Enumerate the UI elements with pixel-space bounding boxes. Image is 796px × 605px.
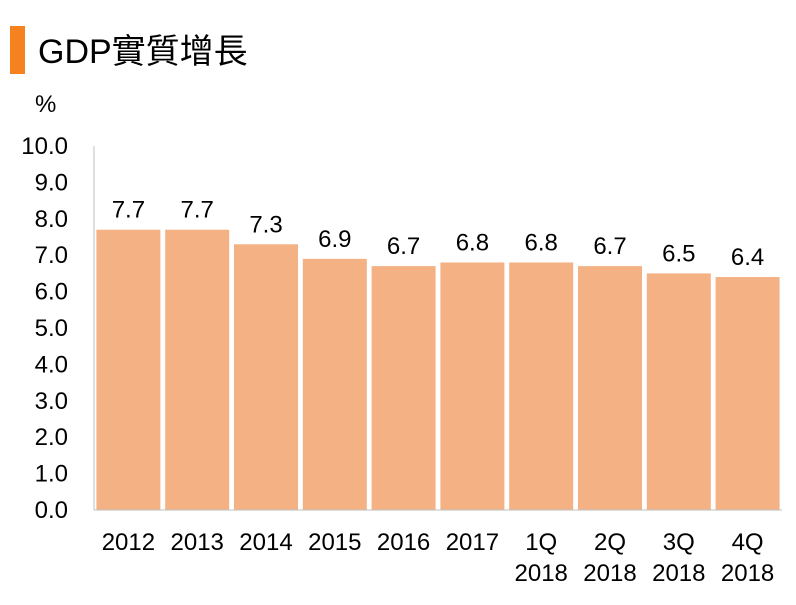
- chart-title: GDP實質增長: [38, 33, 248, 71]
- bar-series: [96, 229, 780, 510]
- y-tick-label: 8.0: [35, 206, 68, 233]
- y-tick-label: 9.0: [35, 169, 68, 196]
- y-tick-label: 0.0: [35, 497, 68, 524]
- bar-value-label: 6.5: [662, 240, 695, 267]
- y-tick-label: 10.0: [21, 133, 68, 160]
- x-category-label: 2012: [102, 529, 155, 556]
- x-category-label: 2017: [446, 529, 499, 556]
- x-category-label: 2014: [239, 529, 292, 556]
- x-category-label: 2018: [583, 560, 636, 587]
- x-category-label: 2Q: [594, 529, 626, 556]
- bar-value-label: 7.7: [112, 197, 145, 224]
- bar-value-label: 6.9: [318, 226, 351, 253]
- x-category-label: 2015: [308, 529, 361, 556]
- bar: [234, 244, 298, 510]
- bar: [509, 262, 574, 510]
- bar: [96, 229, 161, 510]
- bar: [440, 262, 505, 510]
- x-category-label: 4Q: [732, 529, 764, 556]
- y-tick-label: 3.0: [35, 388, 68, 415]
- bar: [578, 266, 642, 510]
- y-axis-unit-label: %: [35, 91, 56, 118]
- x-category-label: 2013: [171, 529, 224, 556]
- bar: [371, 266, 436, 510]
- y-axis-ticks: 0.0 1.0 2.0 3.0 4.0 5.0 6.0 7.0 8.0 9.0 10.0: [21, 133, 68, 524]
- bar: [302, 258, 367, 510]
- y-tick-label: 7.0: [35, 242, 68, 269]
- y-tick-label: 4.0: [35, 351, 68, 378]
- bar-value-label: 6.4: [731, 244, 764, 271]
- y-tick-label: 2.0: [35, 424, 68, 451]
- bar-value-label: 6.8: [456, 229, 489, 256]
- bar-value-label: 6.7: [593, 233, 626, 260]
- x-category-label: 3Q: [663, 529, 695, 556]
- y-tick-label: 1.0: [35, 461, 68, 488]
- title-accent-bar: [10, 26, 25, 74]
- data-labels: 7.7 7.7 7.3 6.9 6.7 6.8 6.8 6.7 6.5 6.4: [112, 197, 765, 271]
- bar: [715, 277, 780, 510]
- bar-value-label: 6.7: [387, 233, 420, 260]
- bar-value-label: 6.8: [525, 229, 558, 256]
- bar: [165, 229, 230, 510]
- x-category-label: 2018: [515, 560, 568, 587]
- y-tick-label: 5.0: [35, 315, 68, 342]
- x-axis-category-labels: 2012 2013 2014 2015 2016 2017 1Q 2018 2Q 2018 3Q 20…: [102, 529, 775, 587]
- x-category-label: 2018: [721, 560, 774, 587]
- x-category-label: 2016: [377, 529, 430, 556]
- bar-value-label: 7.7: [181, 197, 214, 224]
- bar: [646, 273, 711, 510]
- bar-value-label: 7.3: [249, 211, 282, 238]
- y-tick-label: 6.0: [35, 279, 68, 306]
- x-category-label: 1Q: [525, 529, 557, 556]
- x-category-label: 2018: [652, 560, 705, 587]
